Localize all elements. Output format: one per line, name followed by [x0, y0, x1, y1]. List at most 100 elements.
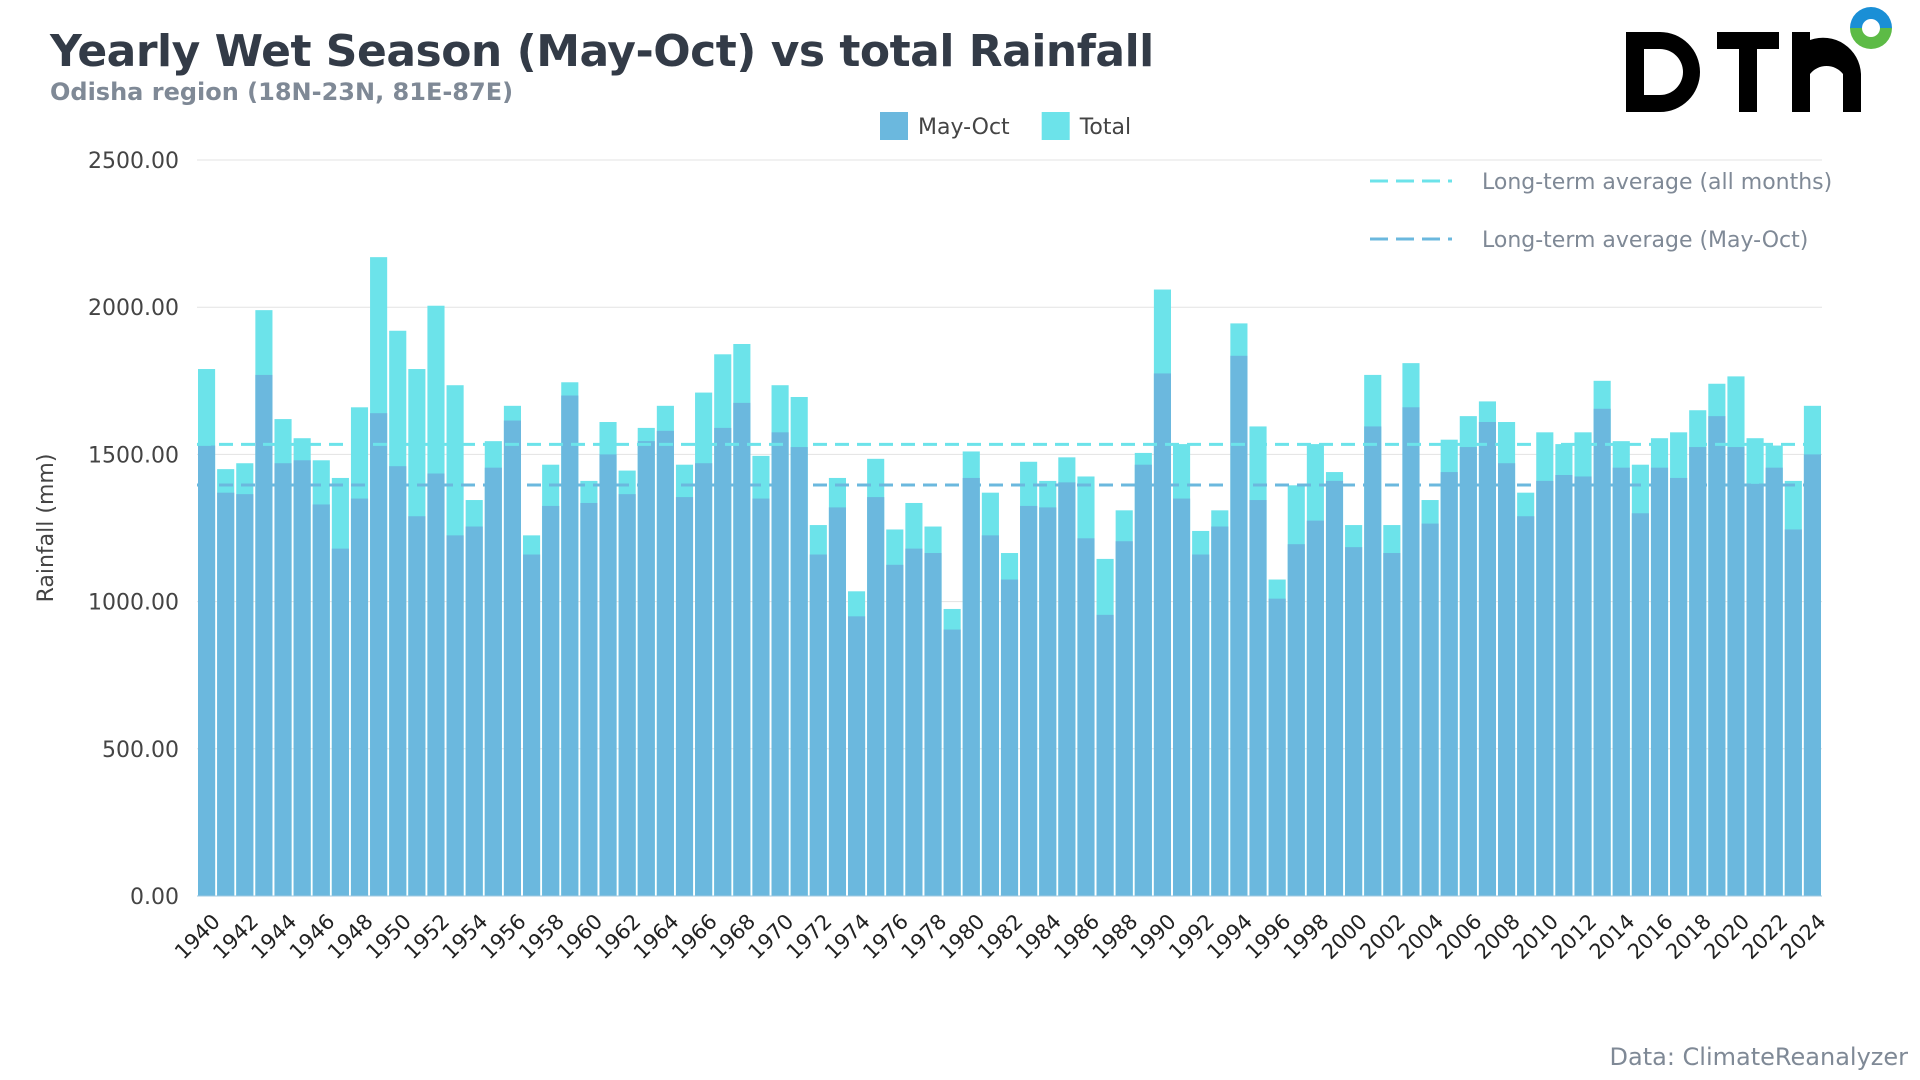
bar-may-oct-1969	[752, 498, 770, 896]
bar-may-oct-1975	[867, 497, 885, 896]
bar-may-oct-1945	[293, 460, 311, 896]
bar-may-oct-2018	[1689, 447, 1707, 896]
bar-may-oct-2014	[1612, 467, 1630, 896]
bar-may-oct-2001	[1364, 426, 1382, 896]
data-source: Data: ClimateReanalyzer	[1609, 1043, 1908, 1071]
legend-swatch	[1041, 112, 1070, 140]
bar-may-oct-1947	[331, 548, 349, 896]
bar-may-oct-1950	[389, 466, 407, 896]
y-tick-label: 0.00	[130, 885, 179, 910]
bar-may-oct-2010	[1536, 480, 1554, 896]
bar-may-oct-1967	[714, 427, 732, 896]
bar-may-oct-1996	[1268, 598, 1286, 896]
bar-may-oct-1965	[675, 497, 694, 896]
bar-may-oct-1951	[408, 516, 426, 896]
bar-may-oct-1979	[943, 629, 961, 896]
bar-may-oct-1986	[1077, 538, 1095, 896]
bar-may-oct-1954	[465, 526, 483, 896]
legend-swatch	[880, 112, 908, 140]
bar-may-oct-1989	[1134, 464, 1152, 896]
bar-may-oct-1995	[1249, 500, 1267, 896]
bar-may-oct-1980	[962, 477, 980, 896]
bar-may-oct-1943	[255, 374, 273, 896]
bar-may-oct-2019	[1708, 416, 1726, 896]
x-tick-label: 2024	[1776, 909, 1831, 964]
bar-may-oct-1970	[771, 432, 789, 896]
bar-may-oct-2021	[1746, 483, 1764, 896]
bar-may-oct-1997	[1287, 544, 1305, 896]
bar-may-oct-1983	[1020, 505, 1038, 896]
bar-may-oct-2007	[1478, 422, 1496, 896]
legend-line-label: Long-term average (May-Oct)	[1482, 228, 1808, 253]
bar-may-oct-1981	[981, 535, 999, 896]
bar-may-oct-2012	[1574, 476, 1592, 896]
bar-may-oct-2002	[1383, 553, 1401, 896]
y-tick-label: 1000.00	[88, 591, 179, 616]
bar-may-oct-1963	[637, 441, 655, 896]
bar-may-oct-1956	[503, 420, 521, 896]
bar-may-oct-1999	[1325, 480, 1344, 896]
y-tick-label: 2500.00	[88, 149, 179, 174]
bar-may-oct-1948	[350, 498, 369, 896]
bar-may-oct-2024	[1803, 454, 1821, 896]
bar-may-oct-2017	[1670, 477, 1688, 896]
bar-may-oct-1985	[1058, 482, 1076, 896]
bar-may-oct-2000	[1345, 547, 1363, 896]
bar-may-oct-1966	[695, 463, 713, 896]
bar-may-oct-1952	[427, 473, 445, 896]
legend-label: May-Oct	[918, 115, 1010, 140]
bar-may-oct-2023	[1784, 529, 1802, 896]
bar-may-oct-1957	[523, 554, 541, 896]
bar-may-oct-1994	[1230, 355, 1248, 896]
bar-may-oct-1944	[274, 463, 292, 896]
legend-label: Total	[1079, 115, 1131, 140]
bar-may-oct-1992	[1192, 554, 1210, 896]
bar-may-oct-2015	[1631, 513, 1649, 896]
bar-may-oct-1946	[312, 504, 330, 896]
bar-may-oct-2011	[1555, 475, 1573, 896]
bar-may-oct-1964	[656, 430, 674, 896]
bar-may-oct-1991	[1173, 498, 1191, 896]
bar-may-oct-1942	[236, 494, 254, 896]
y-tick-label: 2000.00	[88, 296, 179, 321]
bar-may-oct-1998	[1306, 520, 1324, 896]
bar-may-oct-1984	[1039, 507, 1057, 896]
bar-may-oct-1958	[542, 505, 560, 896]
chart-title: Yearly Wet Season (May-Oct) vs total Rai…	[50, 26, 1154, 77]
chart-subtitle: Odisha region (18N-23N, 81E-87E)	[50, 78, 514, 106]
bar-may-oct-1941	[217, 492, 235, 896]
bar-may-oct-1959	[561, 395, 579, 896]
bar-may-oct-1972	[809, 554, 827, 896]
bar-may-oct-2020	[1727, 447, 1745, 896]
legend-line-label: Long-term average (all months)	[1482, 170, 1832, 195]
bar-may-oct-2008	[1498, 463, 1516, 896]
bar-may-oct-2022	[1765, 467, 1783, 896]
bar-may-oct-1993	[1211, 526, 1229, 896]
bar-may-oct-2005	[1440, 472, 1458, 896]
bar-may-oct-2003	[1402, 407, 1420, 896]
bar-may-oct-2004	[1421, 523, 1439, 896]
bar-may-oct-2006	[1459, 447, 1477, 896]
bar-may-oct-1960	[580, 502, 598, 896]
bar-may-oct-1940	[198, 445, 216, 896]
bar-may-oct-1987	[1096, 614, 1114, 896]
bar-may-oct-1988	[1115, 541, 1133, 896]
y-axis-label: Rainfall (mm)	[34, 454, 59, 603]
bar-may-oct-2016	[1650, 467, 1669, 896]
bar-may-oct-2009	[1517, 516, 1535, 896]
bar-may-oct-1961	[599, 454, 617, 896]
dtn-logo	[1626, 7, 1892, 112]
y-tick-label: 500.00	[102, 738, 179, 763]
bar-may-oct-1962	[618, 494, 636, 896]
bar-may-oct-1949	[370, 413, 388, 896]
bar-may-oct-2013	[1593, 408, 1611, 896]
bar-may-oct-1974	[848, 616, 866, 896]
bar-may-oct-1973	[828, 507, 846, 896]
y-tick-label: 1500.00	[88, 443, 179, 468]
bar-may-oct-1977	[905, 548, 923, 896]
bar-may-oct-1971	[790, 447, 808, 896]
bar-may-oct-1982	[1000, 579, 1019, 896]
bar-may-oct-1990	[1153, 373, 1171, 896]
bar-may-oct-1978	[924, 553, 942, 896]
